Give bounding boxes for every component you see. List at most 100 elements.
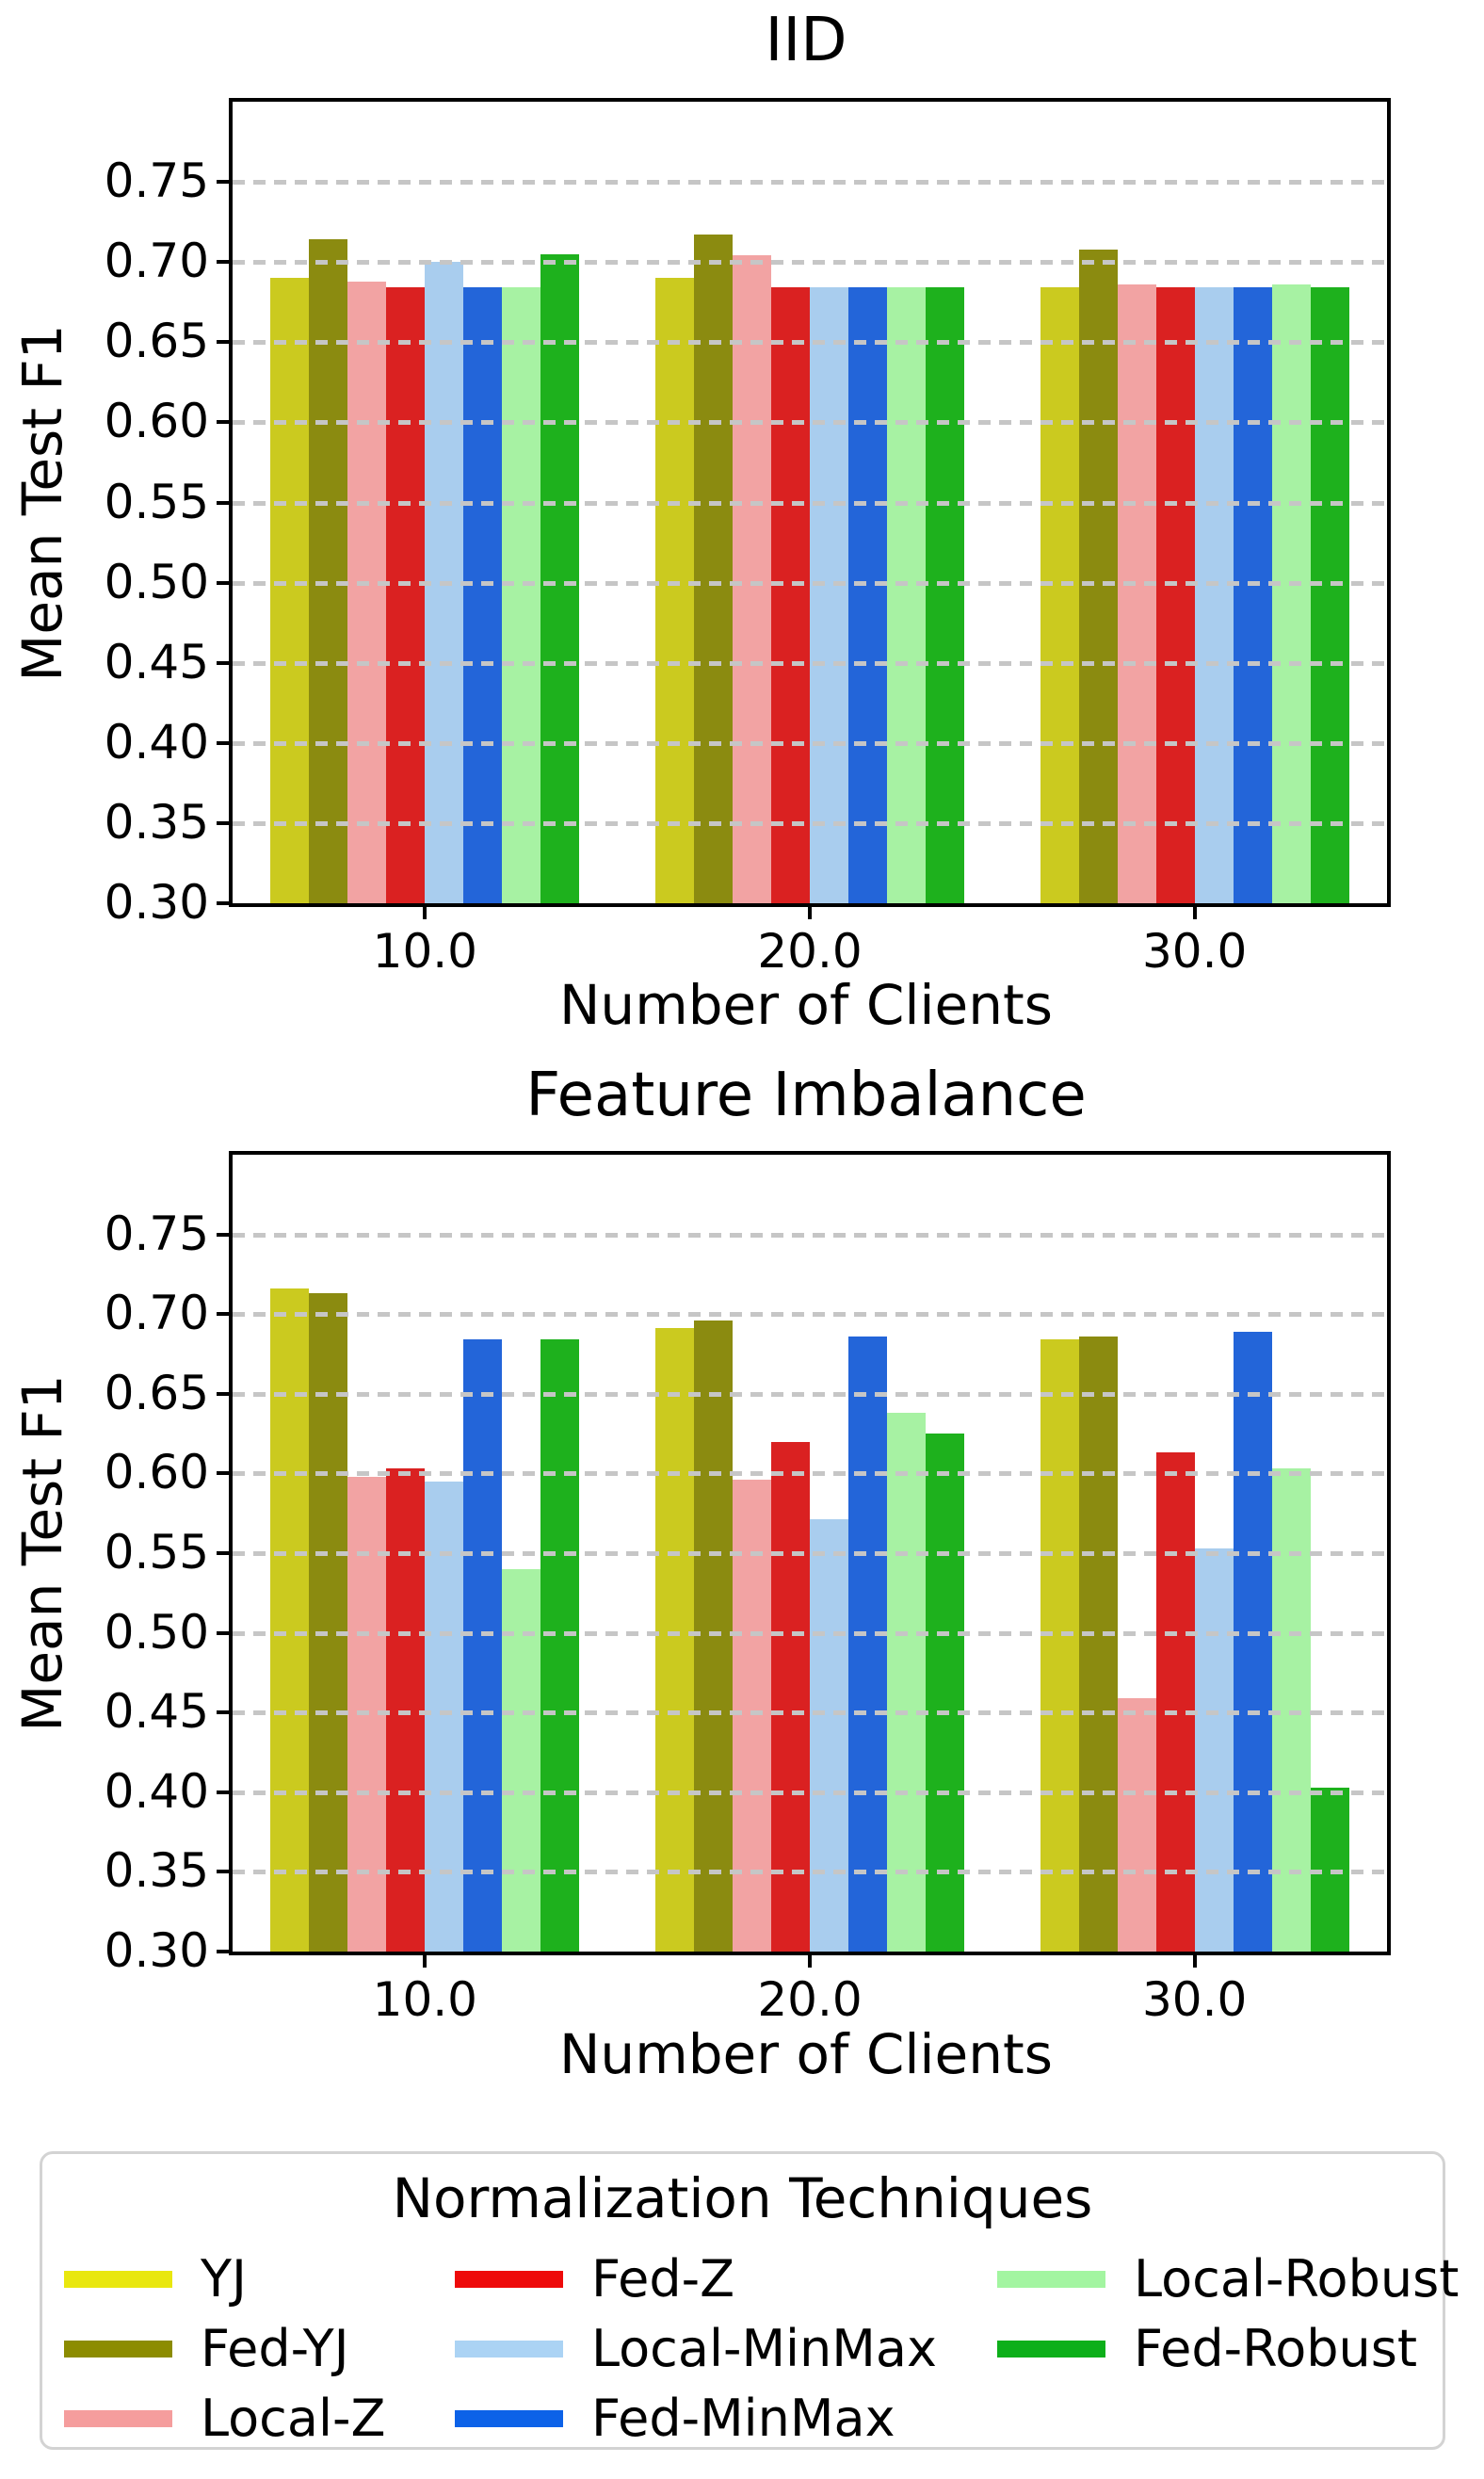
bar-fed-minmax bbox=[848, 287, 887, 903]
gridline bbox=[233, 1790, 1387, 1795]
legend-entry-fed-robust: Fed-Robust bbox=[997, 2314, 1417, 2384]
x-tick-mark bbox=[808, 903, 812, 919]
bar-fed-robust bbox=[540, 1339, 580, 1952]
y-tick-label: 0.60 bbox=[104, 394, 209, 449]
bar-fed-yj bbox=[309, 239, 348, 903]
x-tick-label: 10.0 bbox=[372, 1972, 477, 2027]
bar-fed-z bbox=[771, 1441, 810, 1952]
legend-box: Normalization Techniques YJ Fed-YJ Local-Z… bbox=[40, 2151, 1459, 2450]
y-tick-label: 0.70 bbox=[104, 234, 209, 289]
legend-label: Local-Robust bbox=[1134, 2249, 1460, 2309]
y-tick-mark bbox=[217, 1471, 229, 1476]
bar-fed-z bbox=[1155, 287, 1195, 903]
legend-label: Fed-YJ bbox=[201, 2319, 349, 2378]
bar-fed-yj bbox=[694, 1320, 733, 1952]
y-tick-mark bbox=[217, 740, 229, 745]
y-tick-label: 0.40 bbox=[104, 714, 209, 770]
x-tick-mark bbox=[808, 1952, 812, 1968]
y-tick-mark bbox=[217, 1232, 229, 1237]
y-tick-mark bbox=[217, 1391, 229, 1396]
legend-entry-fed-z: Fed-Z bbox=[455, 2244, 734, 2314]
x-tick-label: 20.0 bbox=[757, 924, 863, 979]
plot-area-iid: 10.0 20.0 30.0 0.75 0.70 0.65 0.60 0.55 0.50 0.45… bbox=[105, 98, 1391, 975]
legend-swatch-yj bbox=[64, 2271, 172, 2288]
y-tick-mark bbox=[217, 1870, 229, 1874]
legend-label: Local-MinMax bbox=[591, 2319, 937, 2378]
y-tick-mark bbox=[217, 901, 229, 905]
bar-fed-yj bbox=[309, 1293, 348, 1952]
bar-fed-robust bbox=[926, 287, 964, 903]
y-tick-label: 0.40 bbox=[104, 1763, 209, 1819]
bar-fed-robust bbox=[1310, 1787, 1349, 1952]
gridline bbox=[233, 580, 1387, 586]
y-tick-label: 0.60 bbox=[104, 1445, 209, 1500]
gridline bbox=[233, 500, 1387, 506]
legend-entry-local-robust: Local-Robust bbox=[997, 2244, 1459, 2314]
bar-local-robust bbox=[502, 287, 541, 903]
gridline bbox=[233, 1551, 1387, 1556]
legend-entry-local-z: Local-Z bbox=[64, 2384, 385, 2454]
y-tick-label: 0.50 bbox=[104, 554, 209, 609]
legend-label: YJ bbox=[201, 2249, 247, 2309]
x-tick-label: 30.0 bbox=[1141, 1972, 1248, 2027]
bar-local-z bbox=[347, 281, 387, 903]
y-tick-mark bbox=[217, 580, 229, 585]
bar-fed-minmax bbox=[1233, 287, 1272, 903]
y-tick-mark bbox=[217, 1630, 229, 1635]
y-tick-mark bbox=[217, 820, 229, 825]
legend-entry-fed-minmax: Fed-MinMax bbox=[455, 2384, 895, 2454]
bar-fed-minmax bbox=[463, 287, 503, 903]
y-tick-label: 0.45 bbox=[104, 634, 209, 689]
bar-fed-yj bbox=[694, 235, 733, 903]
gridline bbox=[233, 1232, 1387, 1238]
y-tick-label: 0.30 bbox=[104, 875, 209, 930]
y-tick-label: 0.75 bbox=[104, 154, 209, 209]
bar-fed-minmax bbox=[463, 1339, 503, 1952]
y-tick-mark bbox=[217, 1950, 229, 1953]
legend-swatch-fed-robust bbox=[997, 2341, 1105, 2357]
chart-title-feature-imbalance: Feature Imbalance bbox=[525, 1061, 1087, 1130]
gridline bbox=[233, 740, 1387, 746]
bar-yj bbox=[270, 1288, 310, 1952]
y-tick-label: 0.30 bbox=[104, 1923, 209, 1978]
gridline bbox=[233, 420, 1387, 426]
bar-fed-minmax bbox=[848, 1336, 887, 1952]
bar-local-minmax bbox=[810, 287, 848, 903]
bar-yj bbox=[1040, 287, 1079, 903]
bar-local-z bbox=[1117, 1697, 1156, 1952]
bar-yj bbox=[655, 1328, 694, 1952]
legend-entry-fed-yj: Fed-YJ bbox=[64, 2314, 349, 2384]
bar-yj bbox=[655, 278, 694, 903]
legend-swatch-fed-yj bbox=[64, 2341, 172, 2357]
legend-label: Fed-Z bbox=[591, 2249, 735, 2309]
x-tick-label: 30.0 bbox=[1141, 924, 1248, 979]
gridline bbox=[233, 1870, 1387, 1875]
y-tick-mark bbox=[217, 1710, 229, 1715]
x-tick-mark bbox=[423, 903, 427, 919]
bar-fed-z bbox=[1155, 1452, 1195, 1952]
y-tick-mark bbox=[217, 1312, 229, 1317]
bar-fed-yj bbox=[1078, 249, 1118, 903]
gridline bbox=[233, 1391, 1387, 1397]
chart-title-iid: IID bbox=[765, 6, 847, 75]
y-tick-label: 0.65 bbox=[104, 314, 209, 369]
bar-yj bbox=[270, 278, 310, 903]
gridline bbox=[233, 340, 1387, 346]
gridline bbox=[233, 180, 1387, 186]
gridline bbox=[233, 820, 1387, 826]
y-tick-mark bbox=[217, 1790, 229, 1794]
y-tick-label: 0.35 bbox=[104, 794, 209, 850]
legend-swatch-local-z bbox=[64, 2410, 172, 2427]
legend-entry-yj: YJ bbox=[64, 2244, 247, 2314]
gridline bbox=[233, 260, 1387, 266]
y-tick-label: 0.35 bbox=[104, 1843, 209, 1899]
y-tick-mark bbox=[217, 1551, 229, 1555]
plot-area-feature-imbalance: 10.0 20.0 30.0 0.75 0.70 0.65 0.60 0.55 0.50 0.45… bbox=[105, 1151, 1391, 2023]
bar-fed-minmax bbox=[1233, 1331, 1272, 1952]
y-tick-mark bbox=[217, 260, 229, 265]
bar-local-robust bbox=[887, 1413, 926, 1952]
bar-fed-z bbox=[771, 287, 810, 903]
y-tick-mark bbox=[217, 420, 229, 425]
bar-local-minmax bbox=[810, 1519, 848, 1952]
